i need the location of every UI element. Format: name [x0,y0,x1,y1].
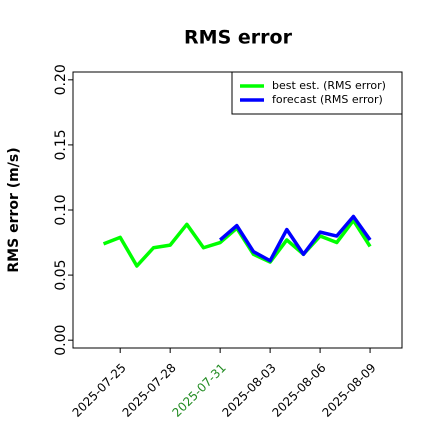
legend-label: best est. (RMS error) [272,79,386,92]
y-tick-label: 0.00 [53,325,69,356]
y-tick-label: 0.20 [53,64,69,95]
y-tick-label: 0.15 [53,129,69,160]
legend-label: forecast (RMS error) [272,93,383,106]
legend-box [231,71,403,115]
y-axis-label: RMS error (m/s) [6,147,22,272]
chart-title: RMS error [184,27,293,49]
x-tick-label: 2025-08-09 [319,361,378,420]
series-line [219,214,372,263]
y-tick-label: 0.10 [53,194,69,225]
y-tick-label: 0.05 [53,260,69,291]
